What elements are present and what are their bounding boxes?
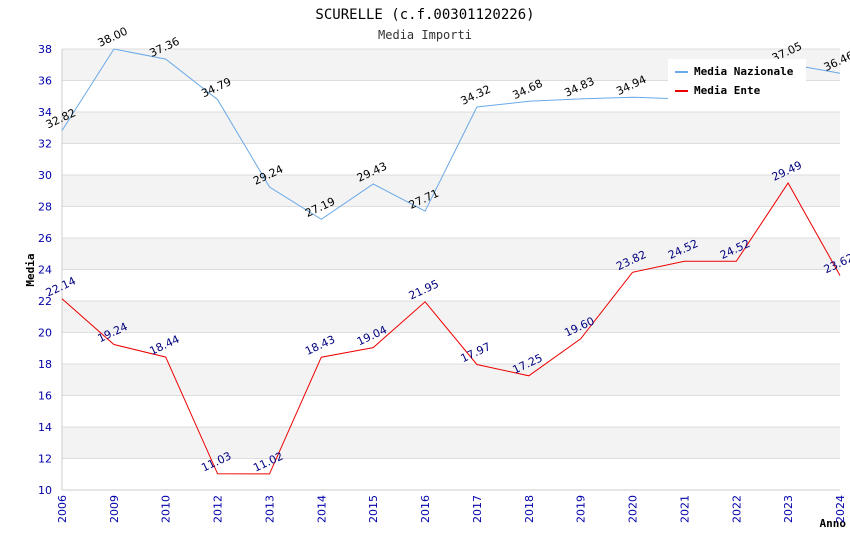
y-axis-label: Media <box>24 253 37 286</box>
grid-band <box>62 301 840 333</box>
y-tick-label: 30 <box>38 169 52 182</box>
y-tick-label: 20 <box>38 327 52 340</box>
grid-band <box>62 238 840 270</box>
y-tick-label: 34 <box>38 106 52 119</box>
y-tick-label: 26 <box>38 232 52 245</box>
legend-box <box>668 59 806 103</box>
grid-band <box>62 206 840 238</box>
x-tick-label: 2013 <box>263 495 276 523</box>
x-tick-label: 2021 <box>678 495 691 523</box>
grid-band <box>62 112 840 144</box>
y-tick-label: 18 <box>38 358 52 371</box>
x-tick-label: 2022 <box>730 495 743 523</box>
series-line-ente <box>61 182 841 475</box>
x-tick-labels: 2006 2009 2010 2012 2013 2014 2015 2016 2017 2018… <box>56 495 847 523</box>
y-tick-label: 32 <box>38 138 52 151</box>
grid-band <box>62 332 840 364</box>
x-tick-label: 2023 <box>782 495 795 523</box>
legend: Media Nazionale Media Ente <box>668 59 806 103</box>
x-tick-label: 2015 <box>367 495 380 523</box>
grid-band <box>62 458 840 490</box>
y-tick-label: 22 <box>38 295 52 308</box>
x-tick-label: 2009 <box>108 495 121 523</box>
grid-band <box>62 269 840 301</box>
x-tick-label: 2020 <box>627 495 640 523</box>
grid-bands <box>61 48 840 491</box>
y-tick-label: 10 <box>38 484 52 497</box>
y-tick-label: 16 <box>38 390 52 403</box>
y-tick-label: 28 <box>38 201 52 214</box>
x-axis-label: Anno <box>820 517 847 530</box>
chart-subtitle: Media Importi <box>378 28 472 42</box>
y-tick-label: 12 <box>38 453 52 466</box>
x-tick-label: 2017 <box>471 495 484 523</box>
data-label: 38.00 <box>96 25 130 50</box>
x-tick-label: 2019 <box>575 495 588 523</box>
grid-band <box>62 395 840 427</box>
legend-label-nazionale: Media Nazionale <box>694 65 794 78</box>
y-tick-label: 14 <box>38 421 52 434</box>
grid-band <box>62 364 840 396</box>
y-tick-label: 24 <box>38 264 52 277</box>
chart-title: SCURELLE (c.f.00301120226) <box>315 7 534 23</box>
x-tick-label: 2012 <box>212 495 225 523</box>
y-tick-labels: 10 12 14 16 18 20 22 24 26 28 30 32 34 36 38 <box>38 43 52 497</box>
y-tick-label: 36 <box>38 75 52 88</box>
grid-band <box>62 175 840 207</box>
x-tick-label: 2014 <box>315 495 328 523</box>
legend-label-ente: Media Ente <box>694 84 761 97</box>
x-tick-label: 2018 <box>523 495 536 523</box>
x-tick-label: 2016 <box>419 495 432 523</box>
x-tick-label: 2006 <box>56 495 69 523</box>
x-tick-label: 2024 <box>834 495 847 523</box>
y-tick-label: 38 <box>38 43 52 56</box>
x-tick-label: 2010 <box>160 495 173 523</box>
grid-band <box>62 427 840 459</box>
